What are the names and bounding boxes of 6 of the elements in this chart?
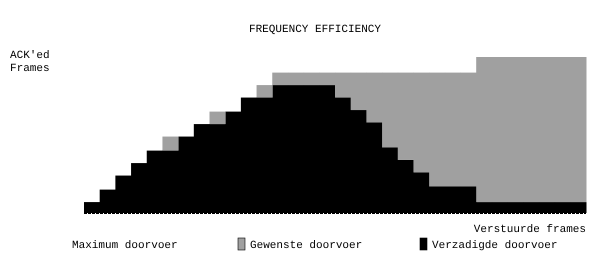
text: Maximum doorvoer xyxy=(72,240,178,252)
legend-label: Verzadigde doorvoer xyxy=(432,240,558,252)
chart-title: FREQUENCY EFFICIENCY xyxy=(248,24,382,36)
y-axis-title: ACK'ed Frames xyxy=(10,50,50,75)
x-axis-title: Verstuurde frames xyxy=(474,224,586,236)
legend-label: Gewenste doorvoer xyxy=(250,240,362,252)
